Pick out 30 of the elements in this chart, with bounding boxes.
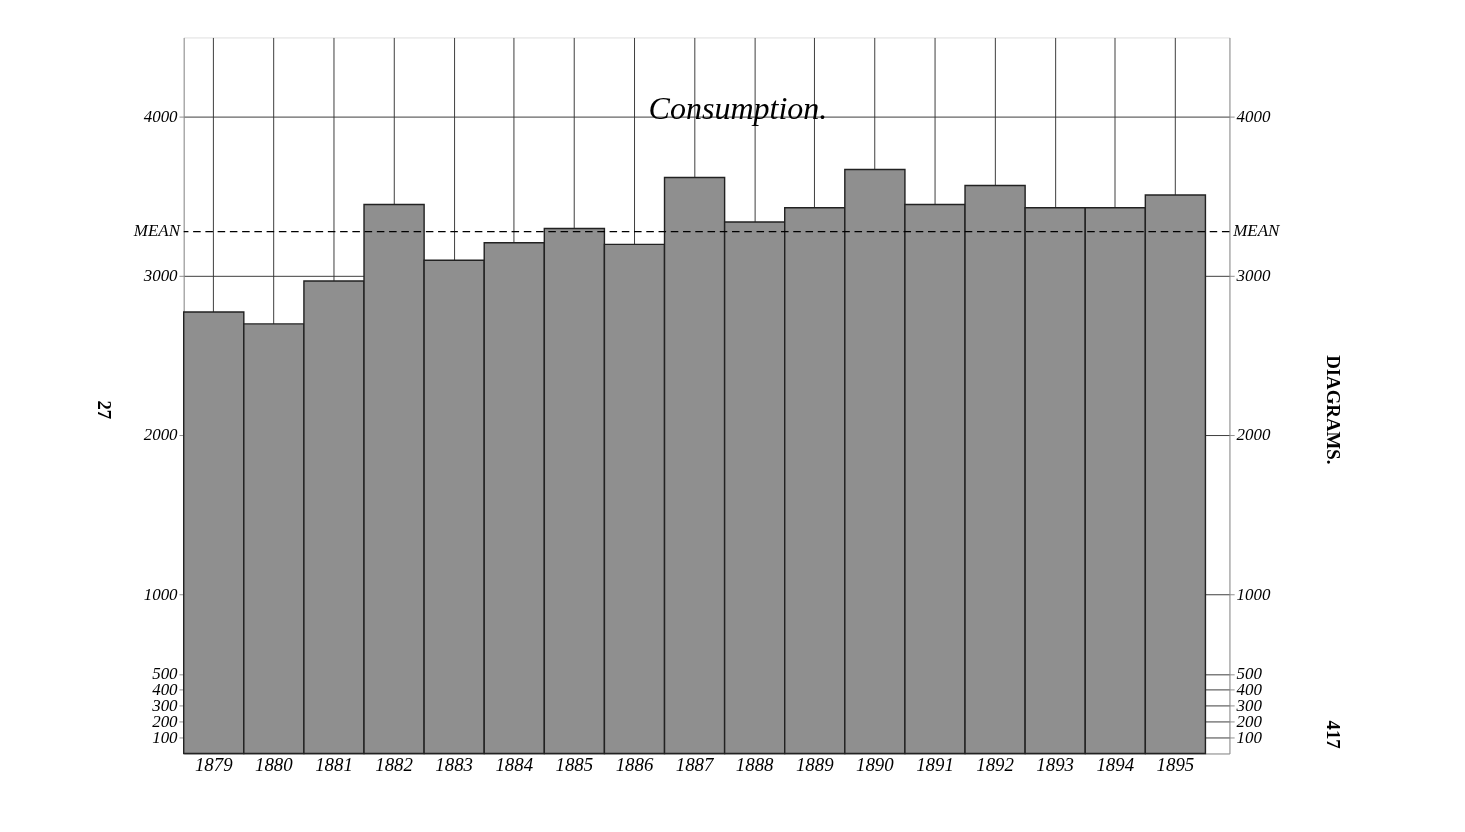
y2-tick-label: 2000 [1236, 425, 1271, 445]
x-tick-label: 1879 [194, 753, 234, 775]
ref-line-label: MEAN [132, 221, 182, 241]
x-tick-label: 1886 [615, 753, 654, 775]
x-tick-label: 1881 [315, 753, 353, 775]
x-tick-label: 1883 [435, 753, 473, 775]
x-tick-label: 1885 [555, 753, 594, 775]
x-tick-label: 1890 [856, 753, 895, 775]
y2-tick-label: 3000 [1235, 266, 1271, 286]
x-tick-label: 1893 [1036, 753, 1075, 775]
y-tick-label: 2000 [143, 425, 179, 445]
y2-tick-label: 4000 [1236, 107, 1271, 127]
x-tick-label: 1882 [375, 753, 413, 775]
x-tick-label: 1888 [735, 753, 775, 775]
x-tick-label: 1889 [795, 753, 835, 775]
text: 417 [1323, 720, 1345, 749]
y-tick-label: 4000 [143, 107, 179, 127]
y2-tick-label: 1000 [1236, 584, 1271, 604]
x-tick-label: 1887 [675, 753, 715, 775]
text: DIAGRAMS. [1323, 355, 1345, 465]
x-tick-label: 1892 [976, 753, 1014, 775]
y-tick-label: 1000 [143, 584, 179, 604]
x-tick-label: 1884 [495, 753, 534, 775]
x-tick-label: 1895 [1156, 753, 1195, 775]
x-tick-label: 1891 [916, 753, 954, 775]
x-tick-label: 1880 [255, 753, 294, 775]
text: MEAN [1233, 221, 1280, 241]
x-tick-label: 1894 [1096, 753, 1135, 775]
text: 27 [93, 400, 115, 420]
y-tick-label: 3000 [142, 266, 179, 286]
